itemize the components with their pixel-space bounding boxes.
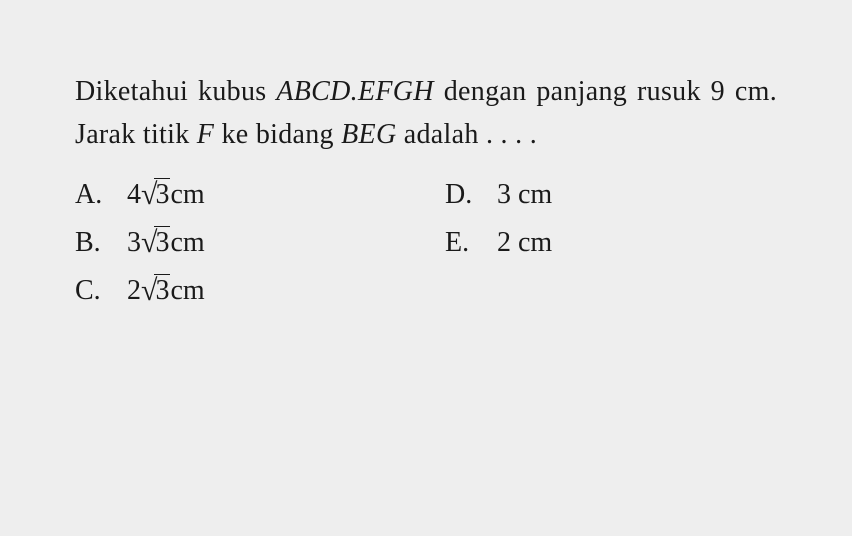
option-c-unit: cm: [170, 267, 204, 315]
sqrt-icon: √3: [141, 274, 170, 307]
option-a-value: 4√3 cm: [127, 171, 205, 219]
question-line2-var: F: [197, 119, 214, 150]
option-b-value: 3√3 cm: [127, 219, 205, 267]
sqrt-icon: √3: [141, 226, 170, 259]
option-b-unit: cm: [170, 219, 204, 267]
question-text: Diketahui kubus ABCD.EFGH dengan panjang…: [75, 70, 777, 157]
options-container: A. 4√3 cm B. 3√3 cm C. 2√3 cm D. 3 cm E.…: [75, 171, 777, 315]
option-a-unit: cm: [170, 171, 204, 219]
option-d: D. 3 cm: [445, 171, 745, 219]
option-c-value: 2√3 cm: [127, 267, 205, 315]
option-b-letter: B.: [75, 219, 127, 267]
option-c-radicand: 3: [154, 274, 170, 307]
option-a-letter: A.: [75, 171, 127, 219]
question-line3-var: BEG: [341, 119, 396, 150]
question-line3-post: adalah . . . .: [396, 119, 537, 150]
options-column-right: D. 3 cm E. 2 cm: [445, 171, 745, 315]
options-column-left: A. 4√3 cm B. 3√3 cm C. 2√3 cm: [75, 171, 445, 315]
option-d-value: 3 cm: [497, 171, 552, 219]
option-e: E. 2 cm: [445, 219, 745, 267]
option-b-coeff: 3: [127, 219, 141, 267]
question-line1-post: dengan: [434, 76, 527, 107]
option-a-coeff: 4: [127, 171, 141, 219]
question-line1-pre: Diketahui kubus: [75, 76, 276, 107]
option-c: C. 2√3 cm: [75, 267, 445, 315]
option-a-radicand: 3: [154, 178, 170, 211]
option-c-coeff: 2: [127, 267, 141, 315]
sqrt-icon: √3: [141, 178, 170, 211]
option-c-letter: C.: [75, 267, 127, 315]
option-e-letter: E.: [445, 219, 497, 267]
option-a: A. 4√3 cm: [75, 171, 445, 219]
question-line1-var: ABCD.EFGH: [276, 76, 433, 107]
option-e-value: 2 cm: [497, 219, 552, 267]
option-d-letter: D.: [445, 171, 497, 219]
option-b: B. 3√3 cm: [75, 219, 445, 267]
question-line2-post: ke bidang: [214, 119, 334, 150]
option-b-radicand: 3: [154, 226, 170, 259]
